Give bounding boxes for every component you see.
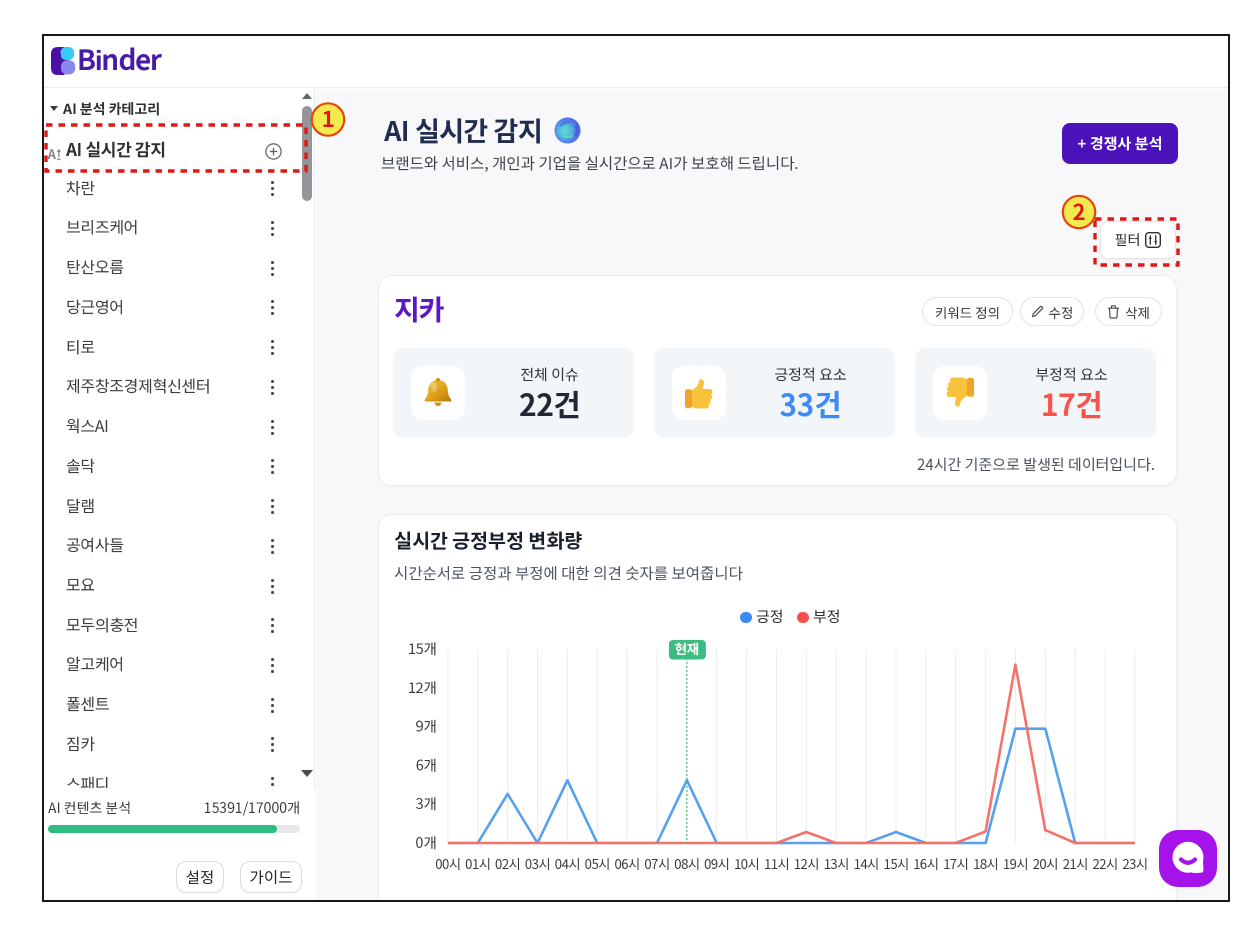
svg-text:A: A [48, 147, 57, 161]
svg-text:9개: 9개 [416, 716, 437, 737]
svg-text:6개: 6개 [416, 755, 437, 776]
svg-text:10시: 10시 [734, 854, 759, 873]
svg-text:0개: 0개 [416, 832, 437, 853]
svg-text:20시: 20시 [1033, 854, 1058, 873]
svg-text:15시: 15시 [884, 854, 909, 873]
svg-text:13시: 13시 [824, 854, 849, 873]
svg-text:21시: 21시 [1063, 854, 1088, 873]
svg-text:11시: 11시 [764, 854, 789, 873]
svg-text:01시: 01시 [465, 854, 490, 873]
svg-text:15개: 15개 [408, 638, 437, 659]
svg-text:17시: 17시 [943, 854, 968, 873]
svg-text:18시: 18시 [973, 854, 998, 873]
svg-text:05시: 05시 [585, 854, 610, 873]
svg-text:02시: 02시 [495, 854, 520, 873]
svg-text:06시: 06시 [615, 854, 640, 873]
svg-text:03시: 03시 [525, 854, 550, 873]
svg-text:16시: 16시 [913, 854, 938, 873]
svg-text:12개: 12개 [408, 677, 437, 698]
svg-text:07시: 07시 [645, 854, 670, 873]
svg-text:19시: 19시 [1003, 854, 1028, 873]
svg-text:14시: 14시 [854, 854, 879, 873]
svg-text:09시: 09시 [704, 854, 729, 873]
svg-text:04시: 04시 [555, 854, 580, 873]
svg-text:3개: 3개 [416, 793, 437, 814]
svg-text:12시: 12시 [794, 854, 819, 873]
svg-text:23시: 23시 [1122, 854, 1147, 873]
svg-text:00시: 00시 [435, 854, 460, 873]
svg-text:현재: 현재 [674, 638, 699, 658]
svg-text:22시: 22시 [1093, 854, 1118, 873]
svg-text:08시: 08시 [674, 854, 699, 873]
